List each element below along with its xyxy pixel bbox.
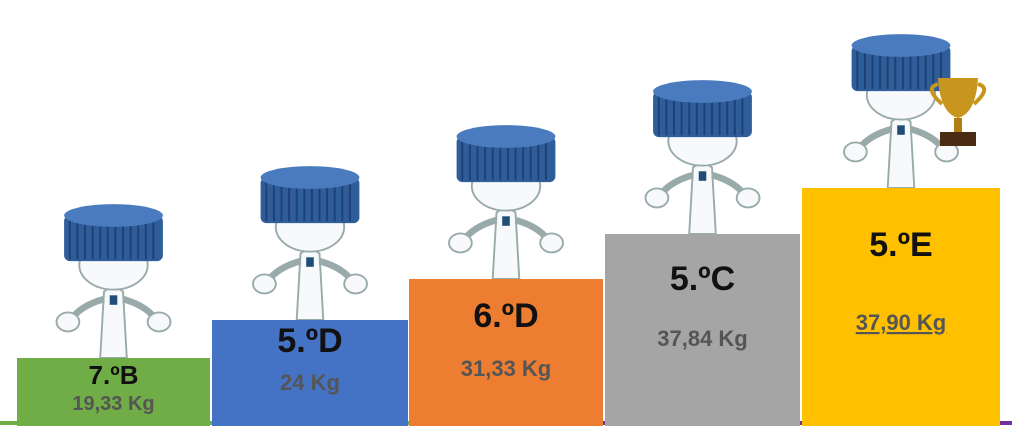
- step-weight: 37,90 Kg: [856, 310, 947, 335]
- mascot-hand: [449, 233, 472, 252]
- step-label: 5.ºD: [277, 322, 342, 360]
- mascot-logo: [897, 125, 905, 135]
- step-weight: 19,33 Kg: [72, 393, 154, 415]
- mascot-logo: [699, 171, 707, 181]
- podium: 7.ºB 19,33 Kg 5.ºD 24 Kg 6.ºD 31,33 Kg 5.ºC 37,…: [0, 0, 1012, 426]
- trophy-stem: [954, 118, 962, 132]
- mascot-hand: [646, 188, 669, 207]
- step-label: 5.ºC: [670, 260, 735, 298]
- mascot-hand: [148, 312, 171, 331]
- mascot-logo: [306, 257, 314, 267]
- step-label: 7.ºB: [89, 360, 139, 390]
- mascot-hand: [844, 142, 867, 161]
- step-label: 5.ºE: [869, 226, 932, 264]
- step: [802, 188, 1000, 426]
- mascot-cap-top: [261, 166, 360, 189]
- mascot-cap-top: [653, 80, 752, 103]
- mascot-cap-top: [64, 204, 163, 227]
- mascot-logo: [110, 295, 118, 305]
- step-weight: 24 Kg: [280, 370, 340, 395]
- mascot-cap-top: [457, 125, 556, 148]
- mascot-hand: [540, 233, 563, 252]
- mascot-hand: [253, 274, 276, 293]
- step-weight: 31,33 Kg: [461, 356, 552, 381]
- mascot-logo: [502, 216, 510, 226]
- mascot-hand: [56, 312, 79, 331]
- mascot-hand: [344, 274, 367, 293]
- trophy-base: [940, 132, 976, 146]
- step-weight: 37,84 Kg: [657, 326, 748, 351]
- mascot-hand: [737, 188, 760, 207]
- step-label: 6.ºD: [473, 297, 538, 335]
- mascot-cap-top: [852, 34, 951, 57]
